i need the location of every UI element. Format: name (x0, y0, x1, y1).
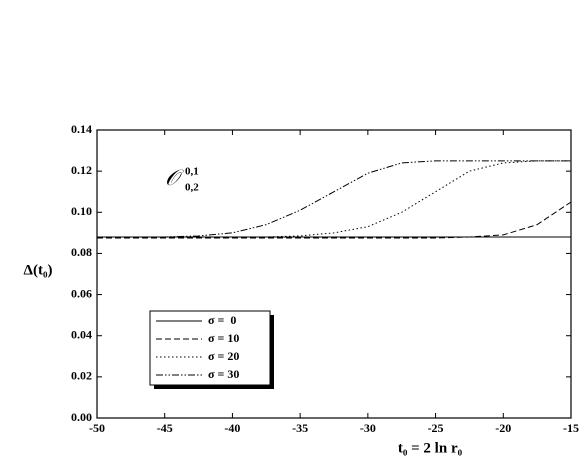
series-line (97, 160, 571, 238)
annotation-symbol: 𝒪 (165, 165, 184, 190)
x-tick-label: -30 (360, 421, 376, 435)
y-tick-label: 0.04 (71, 327, 92, 341)
annotation: 𝒪 (165, 165, 184, 190)
y-axis-label: Δ(t₀) (24, 262, 53, 278)
annotation-superscript: 0,1 (185, 166, 199, 178)
y-tick-label: 0.14 (71, 122, 92, 136)
series-line (97, 160, 571, 238)
y-tick-label: 0.10 (71, 204, 92, 218)
y-tick-label: 0.12 (71, 163, 92, 177)
y-tick-label: 0.00 (71, 410, 92, 424)
legend-label: σ = 0 (208, 313, 236, 327)
plot-frame (96, 129, 572, 419)
legend-label: σ = 30 (208, 367, 239, 381)
y-tick-label: 0.06 (71, 286, 92, 300)
legend-label: σ = 20 (208, 349, 239, 363)
x-tick-label: -50 (89, 421, 105, 435)
x-axis-label: t₀ = 2 ln r₀ (398, 440, 463, 456)
x-tick-label: -45 (157, 421, 173, 435)
y-tick-label: 0.02 (71, 369, 92, 383)
legend-label: σ = 10 (208, 331, 239, 345)
x-tick-label: -15 (563, 421, 579, 435)
x-tick-label: -20 (495, 421, 511, 435)
y-tick-label: 0.08 (71, 245, 92, 259)
annotation-subscript: 0,2 (185, 182, 199, 194)
x-tick-label: -40 (224, 421, 240, 435)
x-tick-label: -25 (428, 421, 444, 435)
series-line (97, 201, 572, 239)
legend (149, 310, 271, 386)
x-tick-label: -35 (292, 421, 308, 435)
